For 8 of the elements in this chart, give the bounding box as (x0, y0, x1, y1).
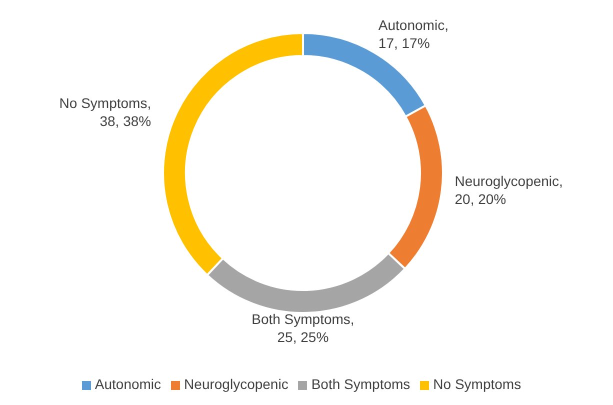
legend-label: Autonomic (94, 376, 162, 392)
data-label: Autonomic, 17, 17% (378, 17, 448, 52)
legend-label: Neuroglycopenic (184, 376, 288, 392)
data-label: Neuroglycopenic, 20, 20% (454, 172, 563, 207)
data-label: Both Symptoms, 25, 25% (252, 310, 354, 345)
data-label: No Symptoms, 38, 38% (59, 94, 152, 129)
legend-label: Both Symptoms (311, 376, 410, 392)
legend-label: No Symptoms (433, 376, 522, 392)
